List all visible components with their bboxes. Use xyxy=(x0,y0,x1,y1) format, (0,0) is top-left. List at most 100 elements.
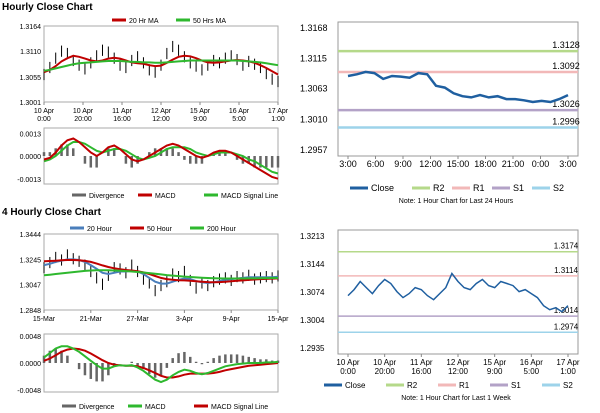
legend-label-ma20: 20 Hr MA xyxy=(129,18,159,25)
legend-label-h50: 50 Hour xyxy=(147,226,173,233)
legend-label: S1 xyxy=(513,183,524,193)
x-tick-label: 6:00 xyxy=(367,159,385,169)
macd-line xyxy=(43,137,279,180)
legend-label-ma50: 50 Hrs MA xyxy=(193,18,226,25)
x-tick-label: 9:00 xyxy=(394,159,412,169)
signal-line xyxy=(43,141,279,175)
plot-frame xyxy=(337,21,579,157)
legend-label: MACD Signal Line xyxy=(211,404,268,411)
legend-label: S2 xyxy=(553,183,564,193)
y-tick-label: 1.3010 xyxy=(300,114,328,124)
level-label-R1: 1.3114 xyxy=(554,266,578,275)
x-tick-label: 16 Apr 5:00 xyxy=(520,358,543,376)
legend-label: S1 xyxy=(511,381,521,390)
x-tick-label: 11 Apr 16:00 xyxy=(410,358,433,376)
legend-label-h20: 20 Hour xyxy=(87,226,113,233)
y-tick-label: 1.3164 xyxy=(20,24,42,31)
x-tick-label: 12 Apr 12:00 xyxy=(446,358,469,376)
y-tick-label: 1.2957 xyxy=(300,145,328,155)
x-tick-label: 21:00 xyxy=(502,159,525,169)
x-tick-label: 27-Mar xyxy=(127,316,150,323)
legend-label: S2 xyxy=(563,381,573,390)
level-label-S2: 1.2974 xyxy=(554,322,579,331)
y-tick-label: 1.3001 xyxy=(20,100,42,107)
4h-macd-chart: -0.0048 0.0000 0.0048 Divergence MACD MACD Si… xyxy=(17,333,280,411)
series-line-h50 xyxy=(43,259,279,284)
y-tick-label: 1.3055 xyxy=(20,75,42,82)
x-tick-label: 15 Apr 9:00 xyxy=(190,108,211,123)
x-tick-label: 15-Mar xyxy=(33,316,56,323)
x-tick-label: 15-Apr xyxy=(267,316,289,323)
x-tick-label: 3-Apr xyxy=(176,316,194,323)
legend-label: R2 xyxy=(407,381,418,390)
hourly-macd-chart: -0.0013 0.0000 0.0013 Divergence MACD MACD Si… xyxy=(17,127,280,200)
y-tick-label: 1.2848 xyxy=(20,308,42,315)
y-tick-label: 1.3444 xyxy=(20,232,42,239)
series-line-h200 xyxy=(43,269,279,280)
x-tick-label: 0:00 xyxy=(532,159,550,169)
y-tick-label: 1.3115 xyxy=(300,54,327,64)
x-tick-label: 10 Apr 20:00 xyxy=(73,108,94,123)
macd-line xyxy=(43,345,279,384)
y-tick-label: 0.0048 xyxy=(20,334,42,341)
x-tick-label: 17 Apr 1:00 xyxy=(268,108,289,123)
y-tick-label: 1.3168 xyxy=(300,23,328,33)
x-tick-label: 17 Apr 1:00 xyxy=(556,358,579,376)
x-tick-label: 15:00 xyxy=(447,159,470,169)
level-label-R2: 1.3174 xyxy=(554,242,579,251)
x-tick-label: 10 Apr 0:00 xyxy=(34,108,55,123)
x-tick-label: 10 Apr 20:00 xyxy=(373,358,396,376)
y-tick-label: 0.0013 xyxy=(20,131,42,138)
x-tick-label: 21-Mar xyxy=(80,316,103,323)
y-tick-label: 1.3074 xyxy=(300,288,325,297)
section-title-hourly: Hourly Close Chart xyxy=(2,2,93,13)
y-tick-label: -0.0013 xyxy=(17,177,41,184)
signal-line xyxy=(43,347,279,379)
legend-label: Divergence xyxy=(89,193,125,200)
level-label-R1: 1.3092 xyxy=(552,61,580,71)
y-tick-label: 1.3110 xyxy=(20,49,41,56)
hourly-24h-chart: 1.2957 1.3010 1.3063 1.3115 1.3168 1.3128 1.30… xyxy=(300,21,580,205)
y-tick-label: 1.3213 xyxy=(300,232,325,241)
x-tick-label: 9-Apr xyxy=(223,316,241,323)
legend-label: Close xyxy=(345,381,366,390)
hourly-price-chart: 20 Hr MA 50 Hrs MA 1.3001 1.3055 1.3110 1.316… xyxy=(20,18,289,123)
legend-label: MACD xyxy=(145,404,166,411)
x-tick-label: 3:00 xyxy=(559,159,577,169)
close-line xyxy=(347,70,569,104)
y-tick-label: 1.3245 xyxy=(20,257,42,264)
level-label-R2: 1.3128 xyxy=(552,40,580,50)
x-tick-label: 12 Apr 12:00 xyxy=(151,108,172,123)
4h-week-chart: 1.2935 1.3004 1.3074 1.3144 1.3213 1.3174 1.31… xyxy=(300,229,580,402)
y-tick-label: 0.0000 xyxy=(20,154,42,161)
y-tick-label: 1.3144 xyxy=(300,260,325,269)
y-tick-label: 1.3063 xyxy=(300,84,328,94)
x-tick-label: 16 Apr 5:00 xyxy=(229,108,250,123)
legend-label: MACD xyxy=(155,193,176,200)
y-tick-label: 1.3047 xyxy=(20,283,42,290)
legend-label: R2 xyxy=(433,183,445,193)
y-tick-label: 1.3004 xyxy=(300,316,325,325)
legend-label: R1 xyxy=(473,183,485,193)
legend-label: Close xyxy=(371,183,394,193)
level-label-S1: 1.3014 xyxy=(554,306,579,315)
close-line xyxy=(347,272,569,313)
level-label-S1: 1.3026 xyxy=(552,99,580,109)
y-tick-label: 0.0000 xyxy=(20,361,42,368)
legend-label-h200: 200 Hour xyxy=(207,226,236,233)
4h-price-chart: 20 Hour 50 Hour 200 Hour 1.2848 1.3047 1.3245… xyxy=(20,226,290,323)
legend-label: Divergence xyxy=(79,404,115,411)
x-tick-label: 11 Apr 16:00 xyxy=(112,108,132,123)
chart-note: Note: 1 Hour Chart for Last 24 Hours xyxy=(399,198,514,205)
x-tick-label: 15 Apr 9:00 xyxy=(483,358,506,376)
chart-note: Note: 1 Hour Chart for Last 1 Week xyxy=(401,395,511,402)
section-title-4hourly: 4 Hourly Close Chart xyxy=(2,207,101,218)
y-tick-label: 1.2935 xyxy=(300,344,325,353)
legend-label: MACD Signal Line xyxy=(221,193,278,200)
x-tick-label: 10 Apr 0:00 xyxy=(336,358,359,376)
x-tick-label: 3:00 xyxy=(339,159,357,169)
x-tick-label: 18:00 xyxy=(474,159,497,169)
x-tick-label: 12:00 xyxy=(419,159,442,169)
legend-label: R1 xyxy=(459,381,470,390)
series-line-ma50 xyxy=(43,59,279,72)
